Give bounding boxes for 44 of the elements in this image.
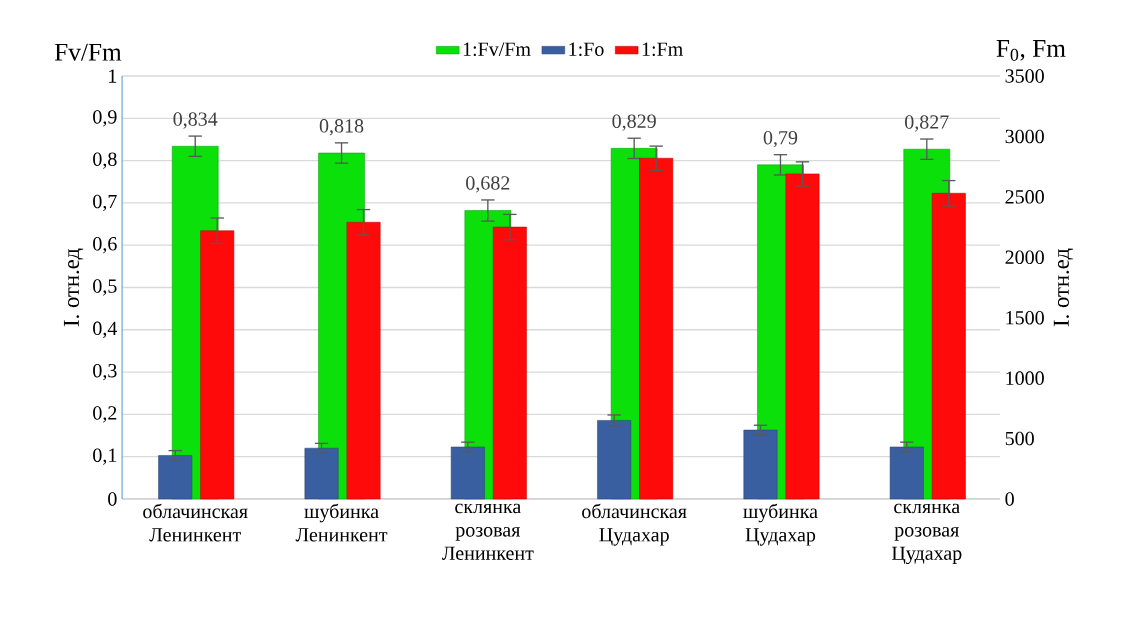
y-axis-title: I. отн.ед xyxy=(63,248,84,327)
data-label: 0,79 xyxy=(763,131,798,148)
y-tick-label: 0,4 xyxy=(93,321,118,339)
text: Fv/Fm xyxy=(54,43,122,61)
legend-label: 1:Fm xyxy=(642,42,683,57)
x-tick-label: склянка розовая Цудахар xyxy=(891,503,962,565)
y-tick-label: 0,1 xyxy=(93,448,117,465)
bar xyxy=(304,448,339,500)
data-label: 0,829 xyxy=(612,114,656,131)
data-label: 0,827 xyxy=(905,115,949,132)
x-tick-label: шубинка Цудахар xyxy=(743,503,818,546)
y-tick-label: 0,9 xyxy=(93,110,117,127)
bar xyxy=(158,455,193,500)
y2-axis-title: I. отн.ед xyxy=(1053,248,1074,327)
bar xyxy=(450,446,485,500)
x-tick-label: шубинка Ленинкент xyxy=(295,503,388,542)
data-label: 0,682 xyxy=(466,176,510,193)
y-tick-label: 0,2 xyxy=(93,406,117,423)
x-tick-label: склянка розовая Ленинкент xyxy=(442,503,534,561)
y-tick-label: 0,8 xyxy=(93,152,117,169)
y2-tick-label: 1500 xyxy=(1006,311,1044,325)
y-tick-label: 1 xyxy=(109,69,117,83)
y-tick-label: 0,5 xyxy=(93,279,117,296)
y2-tick-label: 2500 xyxy=(1005,190,1044,204)
y2-tick-label: 0 xyxy=(1005,492,1014,506)
bar xyxy=(889,446,924,500)
text: F$_{0}$, Fm xyxy=(996,40,1066,61)
y-tick-label: 0,6 xyxy=(93,237,117,254)
y2-tick-label: 2000 xyxy=(1005,250,1044,265)
bar xyxy=(597,420,632,500)
y-tick-label: 0,7 xyxy=(93,194,117,212)
x-tick-label: облачинская Ленинкент xyxy=(143,503,248,542)
data-label: 0,818 xyxy=(319,119,364,136)
y-tick-label: 0 xyxy=(108,492,117,506)
x-tick-label: облачинская Цудахар xyxy=(582,503,687,546)
y-tick-label: 0,3 xyxy=(93,364,117,381)
legend-label: 1:Fo xyxy=(569,42,604,57)
y2-tick-label: 3000 xyxy=(1005,129,1044,144)
data-label: 0,834 xyxy=(173,112,218,129)
y2-tick-label: 500 xyxy=(1005,431,1034,446)
legend-label: 1:Fv/Fm xyxy=(463,42,531,57)
y2-tick-label: 3500 xyxy=(1005,69,1044,83)
bar xyxy=(743,429,778,500)
y2-tick-label: 1000 xyxy=(1006,371,1044,386)
